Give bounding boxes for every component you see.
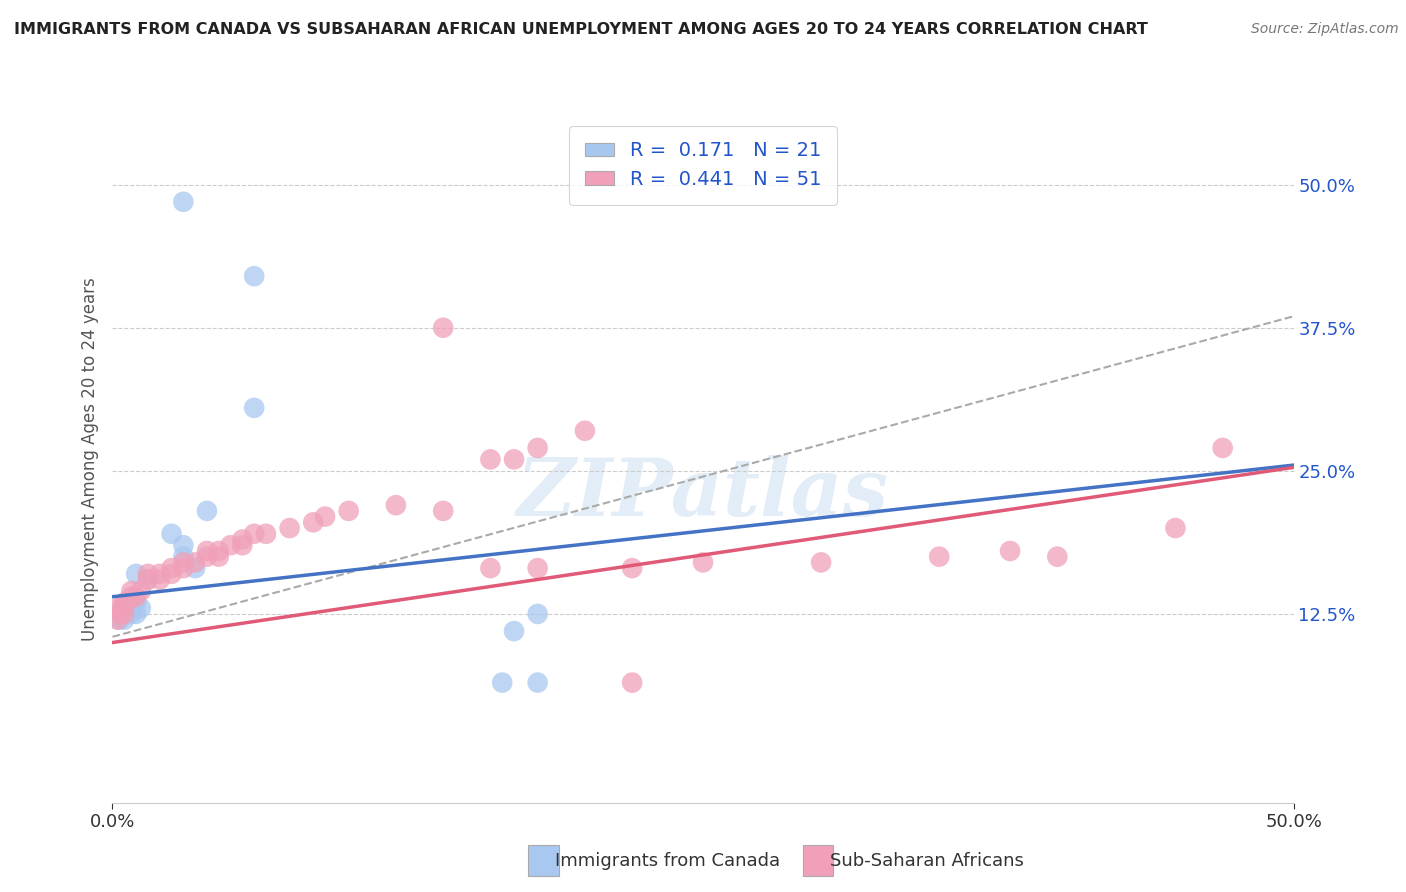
Point [149, 566, 172, 581]
Point [111, 601, 134, 615]
Point [129, 584, 152, 599]
Point [184, 561, 207, 575]
Text: ZIPatlas: ZIPatlas [517, 455, 889, 533]
Point [112, 613, 135, 627]
Point [136, 573, 159, 587]
Point [1164, 521, 1187, 535]
Point [479, 561, 502, 575]
Point [928, 549, 950, 564]
Text: Source: ZipAtlas.com: Source: ZipAtlas.com [1251, 22, 1399, 37]
Point [526, 441, 548, 455]
Point [160, 566, 183, 581]
Point [314, 509, 336, 524]
Text: IMMIGRANTS FROM CANADA VS SUBSAHARAN AFRICAN UNEMPLOYMENT AMONG AGES 20 TO 24 YE: IMMIGRANTS FROM CANADA VS SUBSAHARAN AFR… [14, 22, 1147, 37]
Point [195, 504, 218, 518]
Point [120, 590, 142, 604]
Point [160, 561, 183, 575]
Point [149, 573, 172, 587]
Point [503, 624, 526, 639]
Point [208, 544, 231, 558]
Point [136, 573, 159, 587]
Point [195, 544, 218, 558]
Point [574, 424, 596, 438]
Point [254, 526, 277, 541]
Point [184, 555, 207, 570]
Point [243, 401, 266, 415]
Point [278, 521, 301, 535]
Point [243, 526, 266, 541]
Point [621, 675, 644, 690]
Point [129, 601, 152, 615]
Point [208, 549, 231, 564]
Point [526, 607, 548, 621]
Legend: R =  0.171   N = 21, R =  0.441   N = 51: R = 0.171 N = 21, R = 0.441 N = 51 [569, 126, 837, 204]
Point [998, 544, 1021, 558]
Point [195, 549, 218, 564]
Point [432, 320, 454, 334]
Point [172, 561, 194, 575]
Point [526, 675, 548, 690]
Point [1046, 549, 1069, 564]
Point [160, 526, 183, 541]
Point [231, 533, 253, 547]
Point [172, 549, 194, 564]
Point [692, 555, 714, 570]
Y-axis label: Unemployment Among Ages 20 to 24 years: Unemployment Among Ages 20 to 24 years [80, 277, 98, 641]
Point [219, 538, 242, 552]
Point [112, 601, 135, 615]
Point [120, 607, 142, 621]
Point [115, 595, 138, 609]
Point [621, 561, 644, 575]
Point [231, 538, 253, 552]
Point [125, 595, 148, 609]
Point [385, 498, 408, 512]
Point [243, 269, 266, 284]
Text: Immigrants from Canada: Immigrants from Canada [555, 852, 780, 870]
Point [491, 675, 513, 690]
Point [526, 561, 548, 575]
Point [125, 590, 148, 604]
Point [136, 566, 159, 581]
Point [112, 595, 135, 609]
Point [479, 452, 502, 467]
Point [172, 538, 194, 552]
Point [108, 613, 131, 627]
Point [120, 584, 142, 599]
Point [125, 566, 148, 581]
Point [105, 601, 128, 615]
Point [337, 504, 360, 518]
Point [105, 613, 128, 627]
Point [108, 607, 131, 621]
Point [125, 607, 148, 621]
Point [432, 504, 454, 518]
Text: Sub-Saharan Africans: Sub-Saharan Africans [830, 852, 1024, 870]
Point [172, 555, 194, 570]
Point [503, 452, 526, 467]
Point [1212, 441, 1234, 455]
Point [172, 194, 194, 209]
Point [112, 607, 135, 621]
Point [810, 555, 832, 570]
Point [302, 516, 325, 530]
